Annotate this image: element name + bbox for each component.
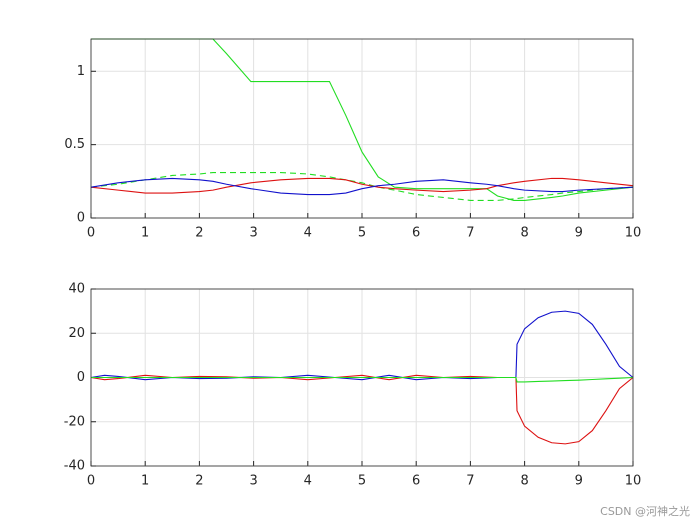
x-tick-label: 7 (466, 474, 474, 489)
x-tick-label: 0 (87, 474, 95, 489)
x-tick-label: 9 (575, 474, 583, 489)
y-tick-label: 0.5 (64, 137, 85, 152)
series-line (90, 374, 634, 445)
x-tick-label: 10 (625, 226, 642, 241)
x-tick-label: 10 (625, 474, 642, 489)
series-line (90, 177, 634, 196)
y-tick-label: 20 (68, 326, 85, 341)
x-tick-label: 3 (249, 474, 257, 489)
x-tick-label: 1 (141, 226, 149, 241)
x-tick-label: 6 (412, 226, 420, 241)
x-tick-label: 8 (520, 226, 528, 241)
y-tick-label: -40 (64, 459, 85, 474)
x-tick-label: 7 (466, 226, 474, 241)
x-tick-label: 3 (249, 226, 257, 241)
series-line (90, 171, 634, 201)
x-tick-label: 5 (358, 474, 366, 489)
axes-frame (90, 38, 634, 219)
axes-frame (90, 288, 634, 467)
x-tick-label: 1 (141, 474, 149, 489)
y-tick-label: 40 (68, 282, 85, 297)
x-tick-label: 0 (87, 226, 95, 241)
series-line (90, 177, 634, 194)
watermark: CSDN @河神之光 (600, 504, 690, 518)
x-tick-label: 8 (520, 474, 528, 489)
y-tick-label: 0 (77, 211, 85, 226)
x-tick-label: 2 (195, 474, 203, 489)
y-tick-label: 0 (77, 370, 85, 385)
x-tick-label: 6 (412, 474, 420, 489)
x-tick-label: 4 (304, 474, 312, 489)
x-tick-label: 2 (195, 226, 203, 241)
series-line (91, 376, 634, 383)
x-tick-label: 4 (304, 226, 312, 241)
y-tick-label: -20 (64, 414, 85, 429)
x-tick-label: 9 (575, 226, 583, 241)
y-tick-label: 1 (77, 64, 85, 79)
series-line (90, 310, 634, 381)
x-tick-label: 5 (358, 226, 366, 241)
